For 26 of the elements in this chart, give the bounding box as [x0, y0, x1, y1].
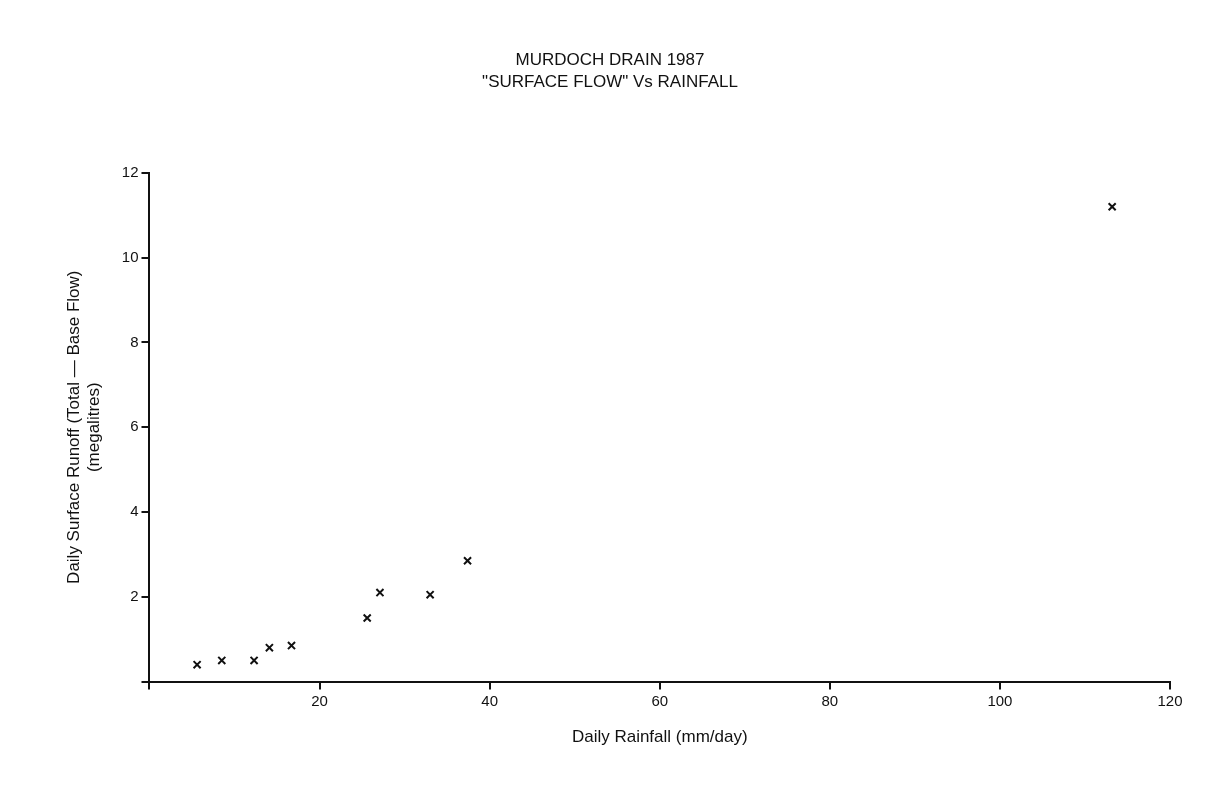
- x-tick-label: 100: [987, 691, 1013, 709]
- chart-title: MURDOCH DRAIN 1987: [515, 49, 705, 69]
- x-axis-title: Daily Rainfall (mm/day): [571, 727, 748, 747]
- y-axis-title: Daily Surface Runoff (Total — Base Flow) (megalitres): [63, 270, 104, 584]
- point: [425, 590, 435, 600]
- x-tick-label: 80: [821, 691, 839, 709]
- y-tick-label: 12: [121, 162, 139, 180]
- y-tick-label: 8: [130, 332, 139, 350]
- point: [463, 556, 473, 566]
- y-tick-label: 6: [130, 417, 139, 435]
- y-tick-label: 2: [130, 586, 139, 604]
- point: [1107, 202, 1117, 212]
- point: [375, 588, 385, 598]
- x-tick-label: 20: [311, 691, 328, 709]
- point: [264, 643, 274, 653]
- point: [286, 641, 297, 651]
- y-tick-label: 4: [130, 502, 139, 520]
- x-tick-label: 60: [651, 691, 669, 709]
- point: [362, 613, 372, 623]
- chart-subtitle: "SURFACE FLOW" Vs RAINFALL: [482, 72, 738, 92]
- point: [217, 655, 227, 665]
- y-tick-label: 10: [121, 247, 139, 265]
- point: [192, 660, 202, 670]
- x-tick-label: 120: [1157, 691, 1183, 709]
- x-tick-label: 40: [481, 691, 498, 709]
- point: [249, 655, 259, 665]
